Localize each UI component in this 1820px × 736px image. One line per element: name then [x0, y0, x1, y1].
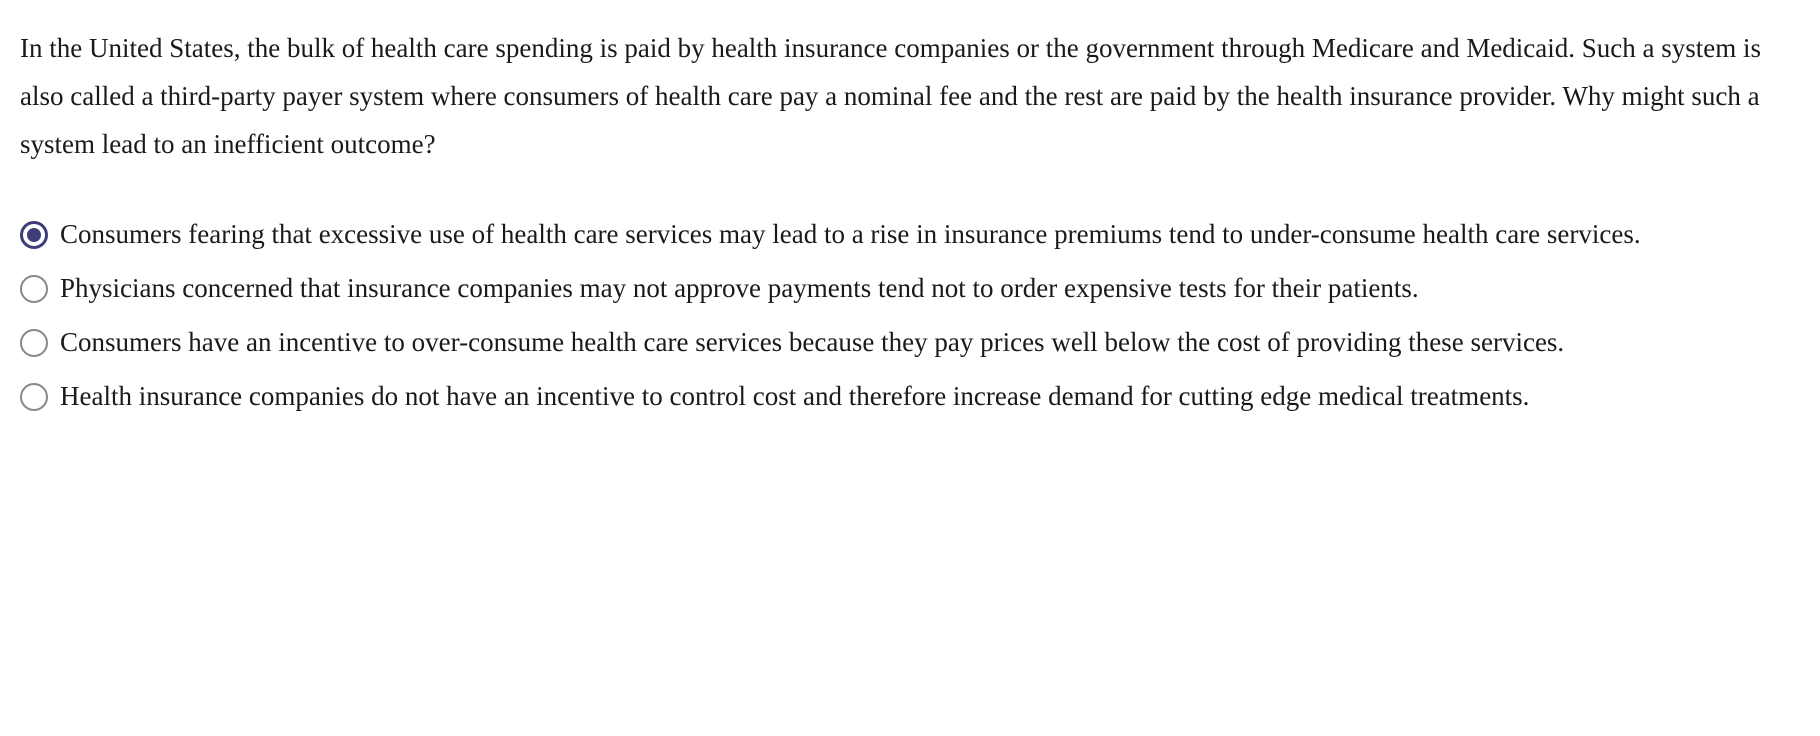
- question-block: In the United States, the bulk of health…: [0, 0, 1820, 454]
- radio-selected-dot-icon: [27, 228, 41, 242]
- option-row: Consumers have an incentive to over-cons…: [20, 322, 1800, 364]
- radio-button[interactable]: [20, 329, 48, 357]
- option-text: Consumers fearing that excessive use of …: [48, 214, 1800, 256]
- option-row: Physicians concerned that insurance comp…: [20, 268, 1800, 310]
- question-stem: In the United States, the bulk of health…: [20, 24, 1800, 168]
- option-text: Consumers have an incentive to over-cons…: [48, 322, 1800, 364]
- option-row: Consumers fearing that excessive use of …: [20, 214, 1800, 256]
- options-list: Consumers fearing that excessive use of …: [20, 214, 1800, 429]
- option-text: Physicians concerned that insurance comp…: [48, 268, 1800, 310]
- radio-button[interactable]: [20, 221, 48, 249]
- option-row: Health insurance companies do not have a…: [20, 376, 1800, 418]
- radio-button[interactable]: [20, 383, 48, 411]
- radio-button[interactable]: [20, 275, 48, 303]
- option-text: Health insurance companies do not have a…: [48, 376, 1800, 418]
